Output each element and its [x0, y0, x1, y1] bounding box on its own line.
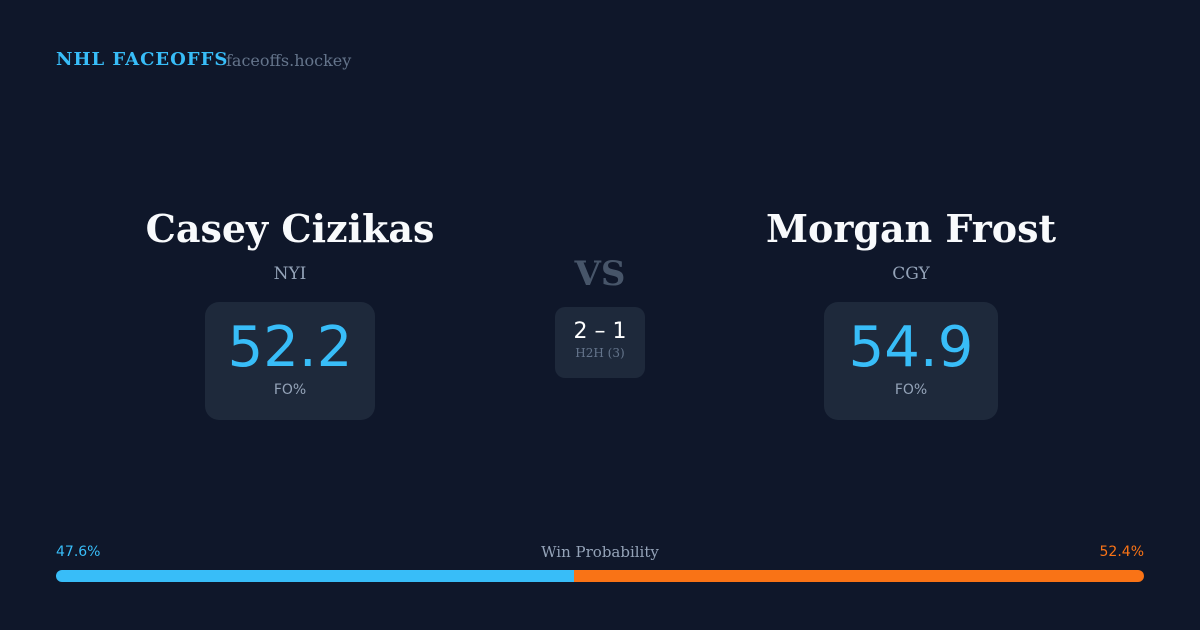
- h2h-score: 2 – 1: [573, 319, 627, 344]
- win-probability-label: Win Probability: [541, 543, 659, 561]
- h2h-card: 2 – 1 H2H (3): [555, 307, 645, 378]
- right-fo-label: FO%: [894, 382, 928, 398]
- right-player-name: Morgan Frost: [765, 206, 1057, 251]
- brand-title: NHL FACEOFFS: [56, 49, 229, 70]
- vs-label: VS: [574, 254, 626, 294]
- h2h-label: H2H (3): [575, 346, 625, 360]
- right-player-team: CGY: [892, 264, 930, 284]
- left-fo-value: 52.2: [227, 315, 353, 380]
- left-player-team: NYI: [273, 264, 307, 284]
- left-fo-card: 52.2 FO%: [205, 302, 375, 420]
- site-name: faceoffs.hockey: [226, 51, 352, 70]
- right-win-bar: [573, 570, 1144, 582]
- left-win-pct: 47.6%: [56, 544, 101, 560]
- win-probability-bar: [56, 570, 1144, 582]
- right-win-pct: 52.4%: [1099, 544, 1144, 560]
- left-win-bar: [56, 570, 574, 582]
- right-fo-card: 54.9 FO%: [824, 302, 998, 420]
- right-fo-value: 54.9: [848, 315, 974, 380]
- left-player-name: Casey Cizikas: [145, 206, 435, 251]
- left-fo-label: FO%: [273, 382, 307, 398]
